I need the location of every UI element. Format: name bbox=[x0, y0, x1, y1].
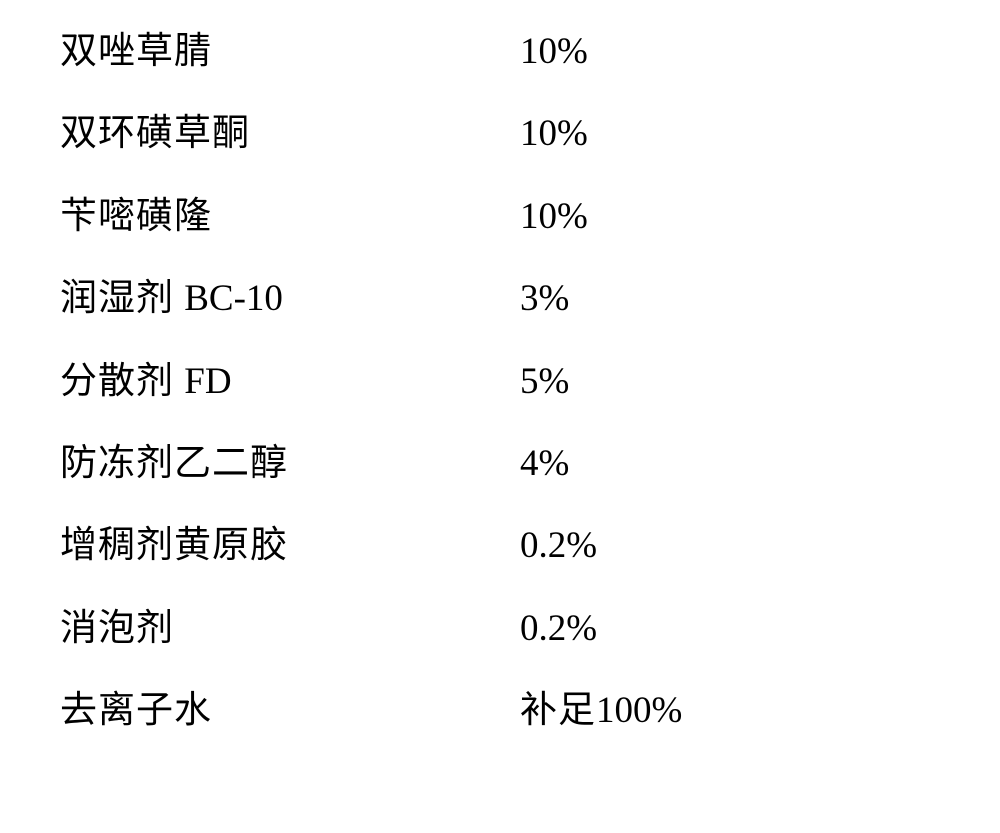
ingredient-label-cn: 润湿剂 bbox=[60, 278, 184, 319]
ingredient-value: 4% bbox=[520, 442, 569, 486]
ingredient-label: 分散剂 FD bbox=[60, 360, 520, 404]
ingredient-value: 10% bbox=[520, 30, 588, 74]
list-item: 增稠剂黄原胶 0.2% bbox=[60, 524, 940, 568]
ingredient-value: 0.2% bbox=[520, 607, 597, 651]
ingredient-value: 0.2% bbox=[520, 524, 597, 568]
list-item: 双环磺草酮 10% bbox=[60, 112, 940, 156]
ingredient-label: 双环磺草酮 bbox=[60, 112, 520, 156]
composition-list: 双唑草腈 10% 双环磺草酮 10% 苄嘧磺隆 10% 润湿剂 BC-10 3%… bbox=[0, 0, 1000, 802]
ingredient-value-latin: 100% bbox=[596, 690, 682, 731]
ingredient-label: 双唑草腈 bbox=[60, 30, 520, 74]
ingredient-value: 3% bbox=[520, 277, 569, 321]
list-item: 润湿剂 BC-10 3% bbox=[60, 277, 940, 321]
ingredient-label-latin: FD bbox=[184, 361, 231, 402]
ingredient-value: 5% bbox=[520, 360, 569, 404]
ingredient-label: 润湿剂 BC-10 bbox=[60, 277, 520, 321]
list-item: 防冻剂乙二醇 4% bbox=[60, 442, 940, 486]
ingredient-value: 10% bbox=[520, 195, 588, 239]
ingredient-label: 苄嘧磺隆 bbox=[60, 195, 520, 239]
ingredient-value-cn: 补足 bbox=[520, 690, 596, 731]
ingredient-label: 增稠剂黄原胶 bbox=[60, 524, 520, 568]
list-item: 消泡剂 0.2% bbox=[60, 607, 940, 651]
ingredient-label: 消泡剂 bbox=[60, 607, 520, 651]
ingredient-label-cn: 分散剂 bbox=[60, 361, 184, 402]
ingredient-label: 去离子水 bbox=[60, 689, 520, 733]
list-item: 去离子水 补足100% bbox=[60, 689, 940, 733]
list-item: 双唑草腈 10% bbox=[60, 30, 940, 74]
list-item: 分散剂 FD 5% bbox=[60, 360, 940, 404]
ingredient-value: 10% bbox=[520, 112, 588, 156]
ingredient-value: 补足100% bbox=[520, 689, 682, 733]
ingredient-label: 防冻剂乙二醇 bbox=[60, 442, 520, 486]
list-item: 苄嘧磺隆 10% bbox=[60, 195, 940, 239]
ingredient-label-latin: BC-10 bbox=[184, 278, 283, 319]
